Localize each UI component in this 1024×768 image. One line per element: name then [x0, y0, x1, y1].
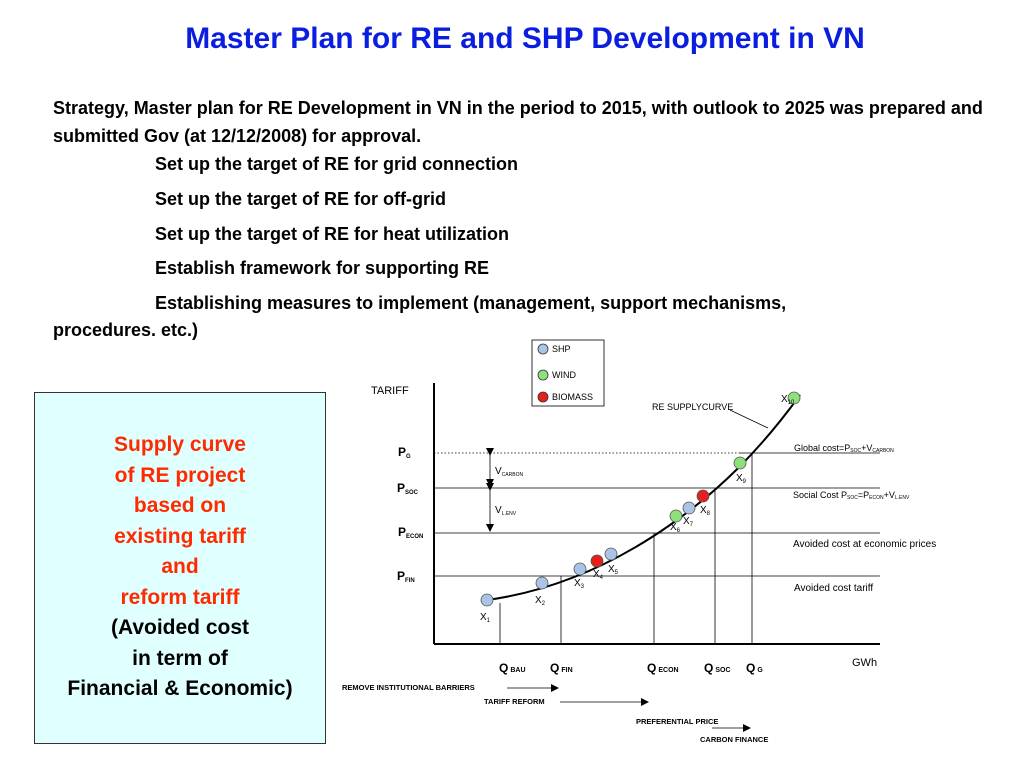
note-line: Supply curve	[114, 433, 246, 456]
avoided-tariff-label: Avoided cost tariff	[794, 583, 873, 594]
supply-curve-note-box: Supply curve of RE project based on exis…	[34, 392, 326, 744]
pfin-label: PFIN	[397, 569, 415, 584]
note-line: existing tariff	[114, 524, 246, 548]
point-x10-label: X10	[781, 394, 795, 406]
note-line: of RE project	[114, 463, 246, 487]
psoc-label: PSOC	[397, 481, 419, 496]
measure-remove-barriers: REMOVE INSTITUTIONAL BARRIERS	[342, 683, 475, 692]
note-line: in term of	[132, 646, 228, 670]
carbon-gap-label: VCARBON	[495, 466, 523, 478]
env-gap-label: VL.ENV	[495, 505, 517, 517]
note-line: based on	[133, 494, 227, 517]
point-x4	[590, 554, 604, 568]
note-line: and	[161, 555, 199, 578]
point-x1	[480, 593, 494, 607]
point-x5	[604, 547, 618, 561]
point-x7	[682, 501, 696, 515]
legend: SHP WIND BIOMASS	[531, 339, 605, 407]
point-x7-label: X7	[683, 516, 694, 528]
point-x6	[669, 509, 683, 523]
supply-curve-label: RE SUPPLYCURVE	[652, 402, 733, 412]
legend-marker-shp	[537, 343, 549, 355]
measure-tariff-reform: TARIFF REFORM	[484, 697, 545, 706]
q-econ-label: Q ECON	[647, 661, 679, 675]
global-cost-label: Global cost=PSOC+VCARBON	[794, 443, 894, 454]
point-x4-label: X4	[593, 569, 604, 581]
bullet-measures: Establishing measures to implement (mana…	[155, 293, 787, 313]
legend-marker-wind	[537, 369, 549, 381]
note-line: (Avoided cost	[110, 616, 250, 639]
point-x9	[733, 456, 747, 470]
project-points: X1 X2 X3 X4 X5 X6 X7 X8 X9 X10	[480, 391, 801, 624]
legend-label-biomass: BIOMASS	[552, 392, 593, 402]
policy-measures: REMOVE INSTITUTIONAL BARRIERS TARIFF REF…	[342, 683, 768, 744]
supply-curve-label-pointer	[729, 409, 769, 429]
point-x5-label: X5	[608, 564, 619, 576]
q-fin-label: Q FIN	[550, 661, 573, 675]
point-x10	[787, 391, 801, 405]
point-x6-label: X6	[670, 522, 681, 534]
bullet-grid-connection: Set up the target of RE for grid connect…	[155, 154, 519, 174]
page-title: Master Plan for RE and SHP Development i…	[185, 22, 865, 55]
y-axis-label: TARIFF	[371, 385, 409, 397]
social-cost-label: Social Cost PSOC=PECON+VL.ENV	[793, 490, 910, 501]
legend-label-wind: WIND	[552, 370, 576, 380]
note-line: Financial & Economic)	[67, 677, 293, 700]
x-axis-label: GWh	[852, 657, 877, 669]
supply-curve	[486, 394, 801, 601]
q-soc-label: Q SOC	[704, 661, 731, 675]
point-x2-label: X2	[535, 595, 546, 607]
measure-carbon-finance: CARBON FINANCE	[700, 735, 768, 744]
point-x2	[535, 576, 549, 590]
avoided-econ-label: Avoided cost at economic prices	[793, 539, 936, 550]
point-x3	[573, 562, 587, 576]
point-x9-label: X9	[736, 473, 747, 485]
intro-paragraph: Strategy, Master plan for RE Development…	[53, 98, 983, 146]
bullet-framework: Establish framework for supporting RE	[155, 258, 490, 278]
bullet-measures-continuation: procedures. etc.)	[53, 320, 199, 340]
legend-label-shp: SHP	[552, 344, 571, 354]
point-x3-label: X3	[574, 578, 585, 590]
legend-marker-biomass	[537, 391, 549, 403]
q-bau-label: Q BAU	[499, 661, 526, 675]
pecon-label: PECON	[398, 525, 423, 540]
point-x1-label: X1	[480, 612, 491, 624]
point-x8-label: X8	[700, 505, 711, 517]
bullet-off-grid: Set up the target of RE for off-grid	[155, 189, 446, 209]
note-line: reform tariff	[120, 585, 240, 609]
bullet-heat-utilization: Set up the target of RE for heat utiliza…	[155, 224, 510, 244]
point-x8	[696, 489, 710, 503]
measure-preferential-price: PREFERENTIAL PRICE	[636, 717, 718, 726]
pg-label: PG	[398, 445, 411, 460]
